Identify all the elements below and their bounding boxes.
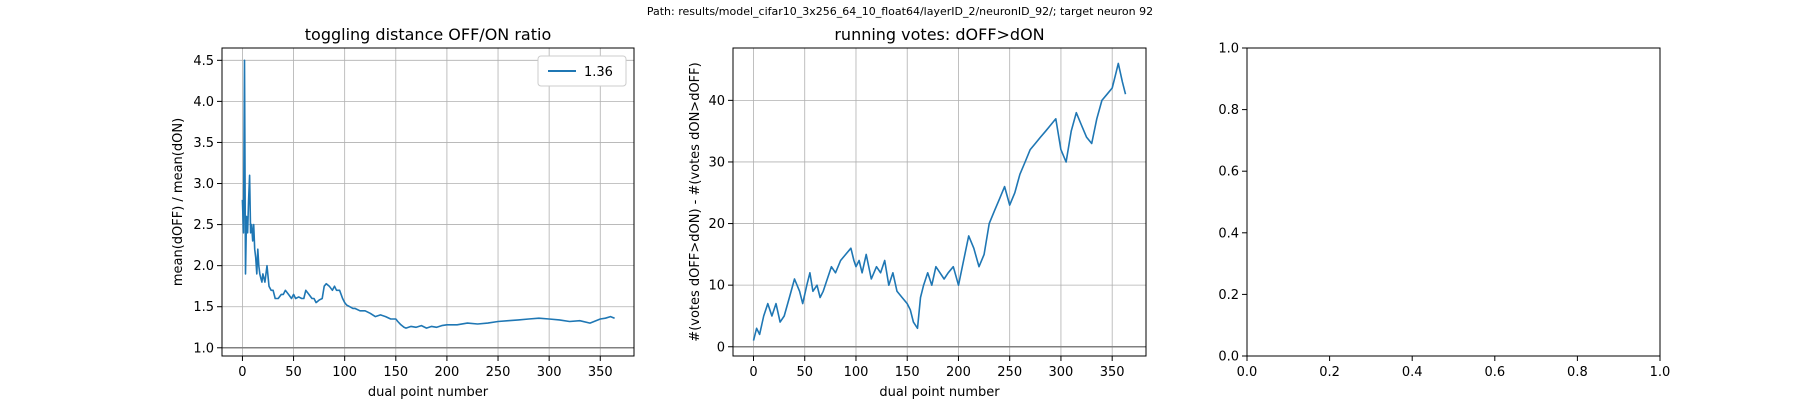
x-tick-label: 100 — [844, 365, 869, 380]
x-axis-label-votes: dual point number — [879, 385, 1000, 400]
y-tick-label: 4.0 — [193, 95, 214, 110]
y-axis-label-ratio: mean(dOFF) / mean(dON) — [171, 118, 186, 286]
y-axis-label-votes: #(votes dOFF>dON) - #(votes dON>dOFF) — [688, 62, 703, 341]
y-tick-label: 3.5 — [193, 136, 214, 151]
x-tick-label: 200 — [434, 365, 459, 380]
x-tick-label: 150 — [383, 365, 408, 380]
y-tick-label: 1.5 — [193, 300, 214, 315]
series-line-ratio — [241, 59, 615, 329]
x-tick-label: 150 — [895, 365, 920, 380]
x-tick-label: 0.0 — [1237, 365, 1258, 380]
series-line-votes — [752, 62, 1127, 341]
y-tick-label: 10 — [708, 279, 725, 294]
y-tick-label: 30 — [708, 155, 725, 170]
panel-votes-chart: running votes: dOFF>dON dual point numbe… — [688, 25, 1147, 400]
legend-box — [537, 55, 627, 87]
chart-title-votes: running votes: dOFF>dON — [834, 25, 1044, 44]
x-tick-label: 0 — [749, 365, 757, 380]
x-tick-label: 50 — [796, 365, 813, 380]
panel-ratio-chart: toggling distance OFF/ON ratio dual poin… — [171, 25, 635, 400]
y-tick-label: 0.8 — [1218, 103, 1239, 118]
x-tick-label: 300 — [1049, 365, 1074, 380]
y-tick-label: 0 — [717, 340, 725, 355]
x-tick-label: 0.8 — [1567, 365, 1588, 380]
y-tick-label: 0.6 — [1218, 165, 1239, 180]
plot-area-votes — [732, 47, 1147, 357]
y-tick-label: 0.0 — [1218, 350, 1239, 365]
plot-area-empty — [1246, 47, 1661, 357]
y-tick-label: 0.2 — [1218, 288, 1239, 303]
y-tick-label: 20 — [708, 217, 725, 232]
y-tick-label: 0.4 — [1218, 226, 1239, 241]
y-tick-label: 3.0 — [193, 177, 214, 192]
y-tick-label: 1.0 — [1218, 42, 1239, 57]
x-tick-label: 50 — [285, 365, 302, 380]
x-tick-label: 200 — [946, 365, 971, 380]
x-tick-label: 0.4 — [1402, 365, 1423, 380]
x-tick-label: 100 — [332, 365, 357, 380]
plot-area-ratio — [221, 47, 635, 357]
y-tick-label: 4.5 — [193, 54, 214, 69]
x-tick-label: 250 — [997, 365, 1022, 380]
y-tick-label: 1.0 — [193, 341, 214, 356]
x-tick-label: 1.0 — [1650, 365, 1671, 380]
y-tick-label: 2.0 — [193, 259, 214, 274]
x-tick-label: 350 — [588, 365, 613, 380]
x-tick-label: 0.2 — [1319, 365, 1340, 380]
x-axis-label-ratio: dual point number — [368, 385, 489, 400]
x-tick-label: 0 — [238, 365, 246, 380]
panel-empty-chart: 0.0 0.2 0.4 0.6 0.8 1.0 0.0 0.2 0.4 0.6 0.8 1.0 — [1218, 42, 1670, 381]
legend-entry: 1.36 — [584, 65, 613, 80]
x-tick-label: 250 — [486, 365, 511, 380]
legend: 1.36 — [537, 55, 627, 87]
y-tick-label: 2.5 — [193, 218, 214, 233]
x-tick-label: 0.6 — [1484, 365, 1505, 380]
x-tick-label: 300 — [537, 365, 562, 380]
figure-suptitle: Path: results/model_cifar10_3x256_64_10_… — [647, 5, 1153, 18]
y-tick-label: 40 — [708, 94, 725, 109]
x-tick-label: 350 — [1100, 365, 1125, 380]
chart-title-ratio: toggling distance OFF/ON ratio — [305, 25, 551, 44]
